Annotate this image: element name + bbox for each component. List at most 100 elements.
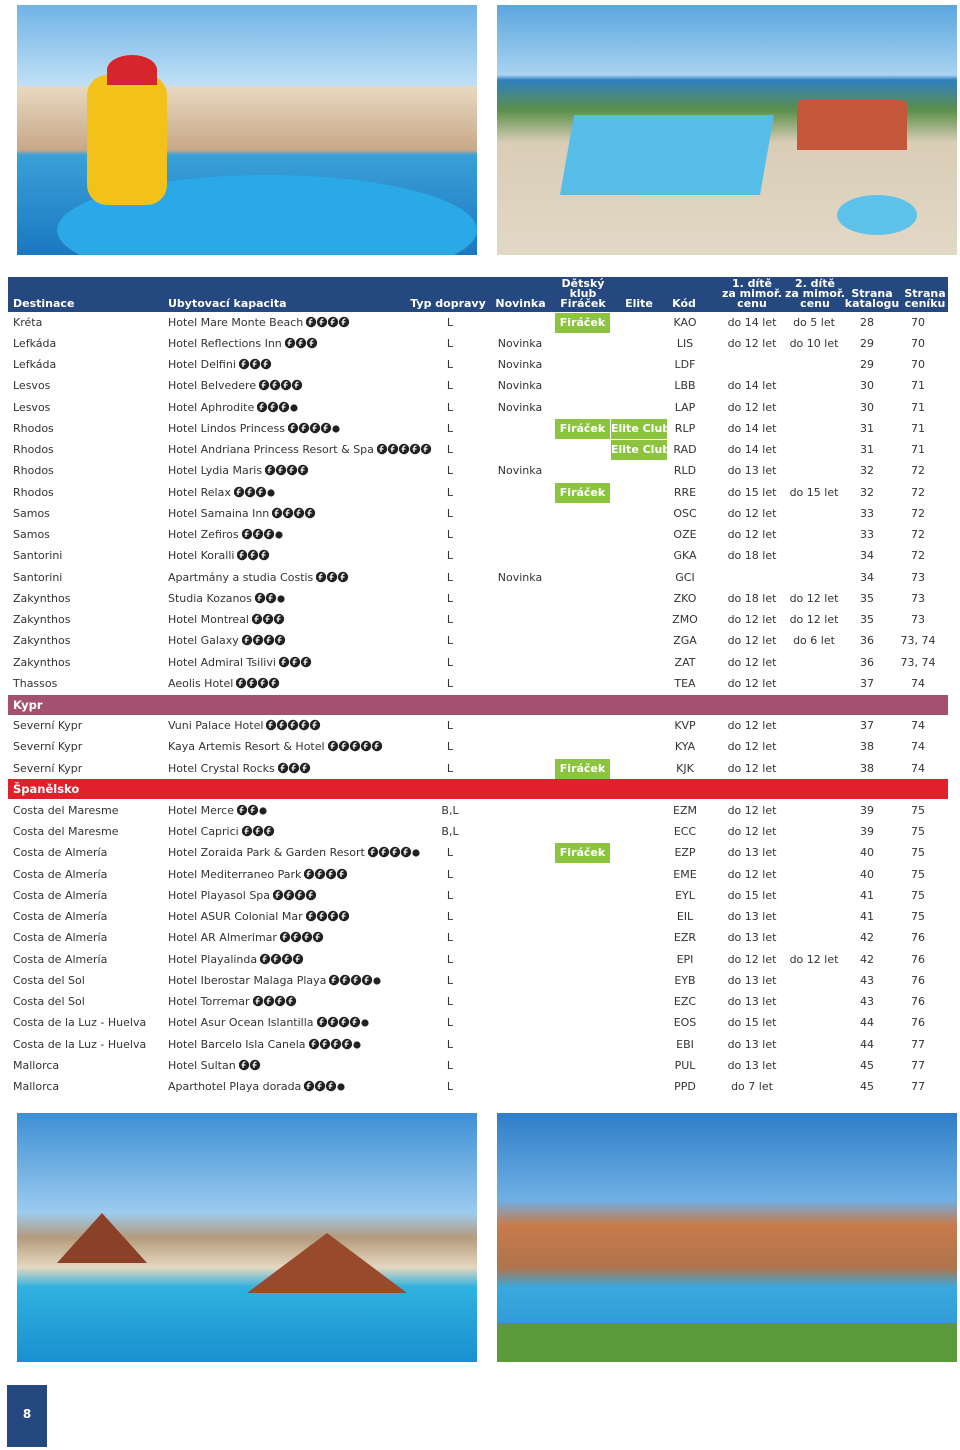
hotel-name: Apartmány a studia Costis [168,570,314,584]
cell-code: EIL [676,910,694,923]
rating [266,719,321,731]
cell-code: KVP [674,719,696,732]
column-header: 1. dítě za mimoř. cenu [722,277,782,310]
cell-page-price: 73, 74 [900,634,936,648]
cell-child1: do 13 let [727,995,777,1008]
rating [236,804,267,815]
rating [376,443,432,455]
rating [304,1080,345,1092]
cell-transport: L [446,549,454,563]
cell-destination: Severní Kypr [13,740,83,754]
cell-page-catalog: 33 [860,506,874,520]
column-header: Novinka [495,297,546,310]
cell-code: GKA [673,549,697,563]
hotel-name: Aparthotel Playa dorada [168,1080,302,1093]
cell-transport: L [446,570,454,584]
cell-page-catalog: 39 [860,825,874,838]
hotel-name: Hotel Koralli [168,549,235,563]
hotel-name: Hotel Crystal Rocks [168,761,275,775]
cell-hotel: Hotel Koralli [168,546,274,566]
firacek-badge: Firáček [555,418,610,439]
cell-transport: L [446,973,454,987]
cell-code: EYL [675,888,695,902]
cell-hotel: Hotel Zoraida Park & Garden Resort [168,843,425,863]
cell-code: ECC [673,825,697,838]
hotel-name: Hotel Admiral Tsilivi [168,655,276,669]
cell-transport: L [446,634,454,648]
hotel-name: Studia Kozanos [168,591,252,605]
cell-code: EZM [673,803,697,817]
cell-hotel: Hotel Playasol Spa [168,886,321,906]
cell-transport: B,L [441,825,459,838]
cell-page-catalog: 31 [860,443,874,456]
cell-transport: L [446,421,454,435]
cell-page-catalog: 42 [860,931,874,945]
cell-page-catalog: 44 [860,1037,874,1051]
rating [305,910,349,922]
cell-transport: L [446,485,454,499]
cell-page-price: 71 [911,443,925,456]
cell-page-catalog: 43 [860,995,874,1008]
cell-page-catalog: 43 [860,973,874,987]
cell-transport: L [446,1016,454,1030]
cell-page-catalog: 41 [860,888,874,902]
cell-destination: Zakynthos [13,655,71,669]
cell-hotel: Hotel Caprici [168,822,279,842]
cell-page-price: 74 [911,676,925,690]
cell-hotel: Hotel Barcelo Isla Canela [168,1035,366,1055]
hotel-name: Hotel Relax [168,485,231,499]
cell-destination: Samos [13,528,50,541]
hotel-name: Aeolis Hotel [168,676,234,690]
cell-page-catalog: 37 [860,676,874,690]
cell-page-catalog: 40 [860,867,874,881]
cell-code: EZR [673,931,697,945]
cell-code: LBB [674,379,696,393]
rating [233,486,275,497]
cell-page-price: 75 [911,888,925,902]
cell-destination: Lefkáda [13,336,57,350]
hotel-name: Hotel Reflections Inn [168,336,282,350]
cell-novinka: Novinka [497,400,543,414]
cell-page-price: 75 [911,846,925,860]
cell-page-price: 71 [911,421,925,435]
cell-page-price: 72 [911,464,925,478]
hotel-name: Hotel Iberostar Malaga Playa [168,973,327,987]
cell-transport: B,L [441,803,459,817]
cell-page-catalog: 37 [860,719,874,732]
cell-destination: Costa del Maresme [13,825,119,838]
hotel-name: Hotel Montreal [168,613,249,626]
cell-transport: L [446,676,454,690]
cell-destination: Rhodos [13,485,54,499]
cell-page-price: 77 [911,1037,925,1051]
hotel-name: Hotel Lindos Princess [168,421,285,435]
cell-destination: Rhodos [13,464,54,478]
hotel-name: Hotel Andriana Princess Resort & Spa [168,443,374,456]
cell-page-price: 75 [911,867,925,881]
rating [278,656,312,667]
cell-code: RLD [673,464,697,478]
rating [238,1059,260,1070]
cell-page-price: 72 [911,485,925,499]
cell-page-price: 70 [911,336,925,350]
cell-child2: do 12 let [789,952,839,966]
cell-hotel: Hotel Sultan [168,1056,265,1076]
cell-transport: L [446,358,454,371]
cell-transport: L [446,952,454,966]
cell-hotel: Aparthotel Playa dorada [168,1077,350,1097]
column-header: Destinace [13,297,75,310]
cell-hotel: Vuni Palace Hotel [168,716,325,736]
cell-destination: Costa de Almería [13,846,108,860]
cell-child1: do 12 let [727,613,777,626]
cell-page-catalog: 28 [860,315,874,329]
cell-hotel: Hotel Torremar [168,992,301,1012]
hotel-name: Hotel Torremar [168,995,250,1008]
column-header: Strana ceníku [904,287,946,310]
hotel-name: Hotel Caprici [168,825,239,838]
cell-page-price: 74 [911,719,925,732]
cell-code: ZGA [673,634,697,648]
cell-transport: L [446,400,454,414]
cell-destination: Costa de Almería [13,952,108,966]
cell-destination: Costa de Almería [13,910,108,923]
cell-destination: Zakynthos [13,634,71,648]
cell-page-catalog: 44 [860,1016,874,1030]
